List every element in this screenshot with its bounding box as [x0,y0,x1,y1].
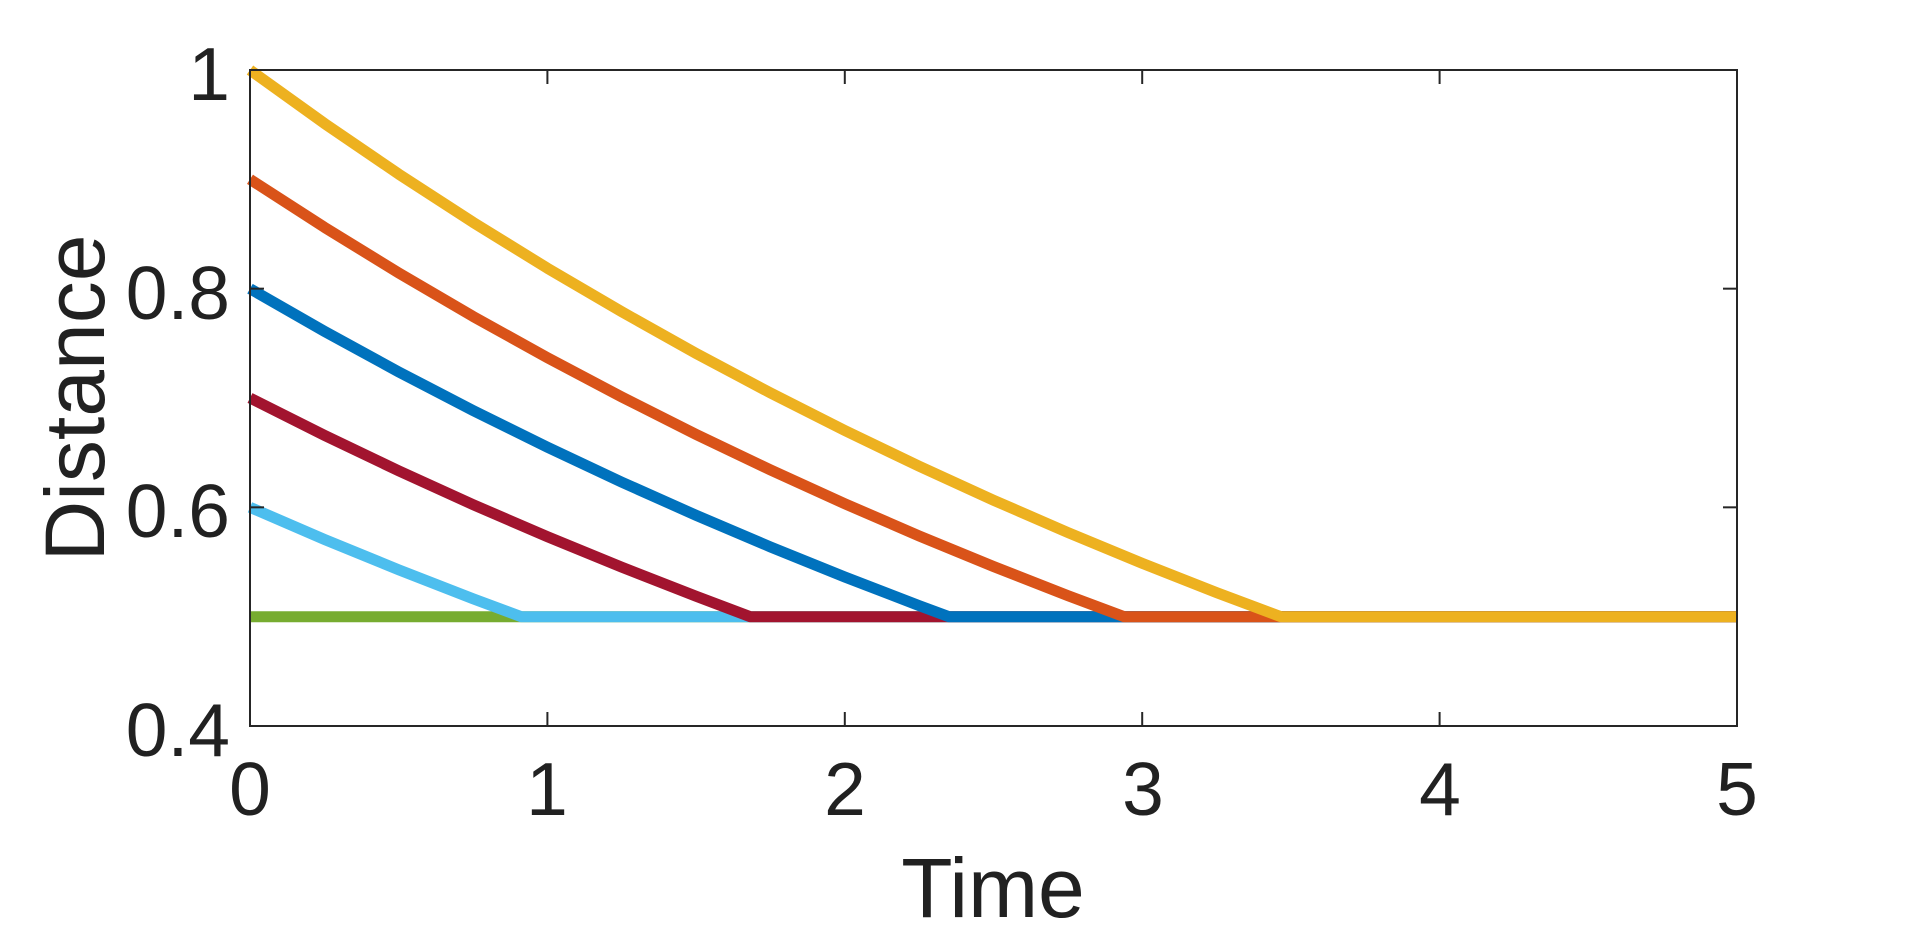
series-line-start-0.6-cyan [247,502,1737,623]
x-axis-label: Time [901,841,1085,926]
y-tick-label-1: 1 [188,32,230,116]
x-tick-label-0: 0 [229,747,271,831]
x-tick-label-4: 4 [1419,747,1461,831]
axes-box [249,69,1738,727]
x-tick-label-2: 2 [824,747,866,831]
series-line-start-1.0-yellow [246,65,1737,623]
series-line-start-0.8-blue [247,283,1737,623]
y-tick-label-0.4: 0.4 [125,688,230,772]
x-tick-label-5: 5 [1716,747,1758,831]
x-tick-label-3: 3 [1122,747,1164,831]
y-axis-label: Distance [28,234,122,562]
y-tick-label-0.6: 0.6 [125,469,230,553]
y-tick-label-0.8: 0.8 [125,251,230,335]
series-line-start-0.7-maroon [247,393,1737,623]
series-line-start-0.9-orange [247,174,1737,623]
x-tick-label-1: 1 [526,747,568,831]
